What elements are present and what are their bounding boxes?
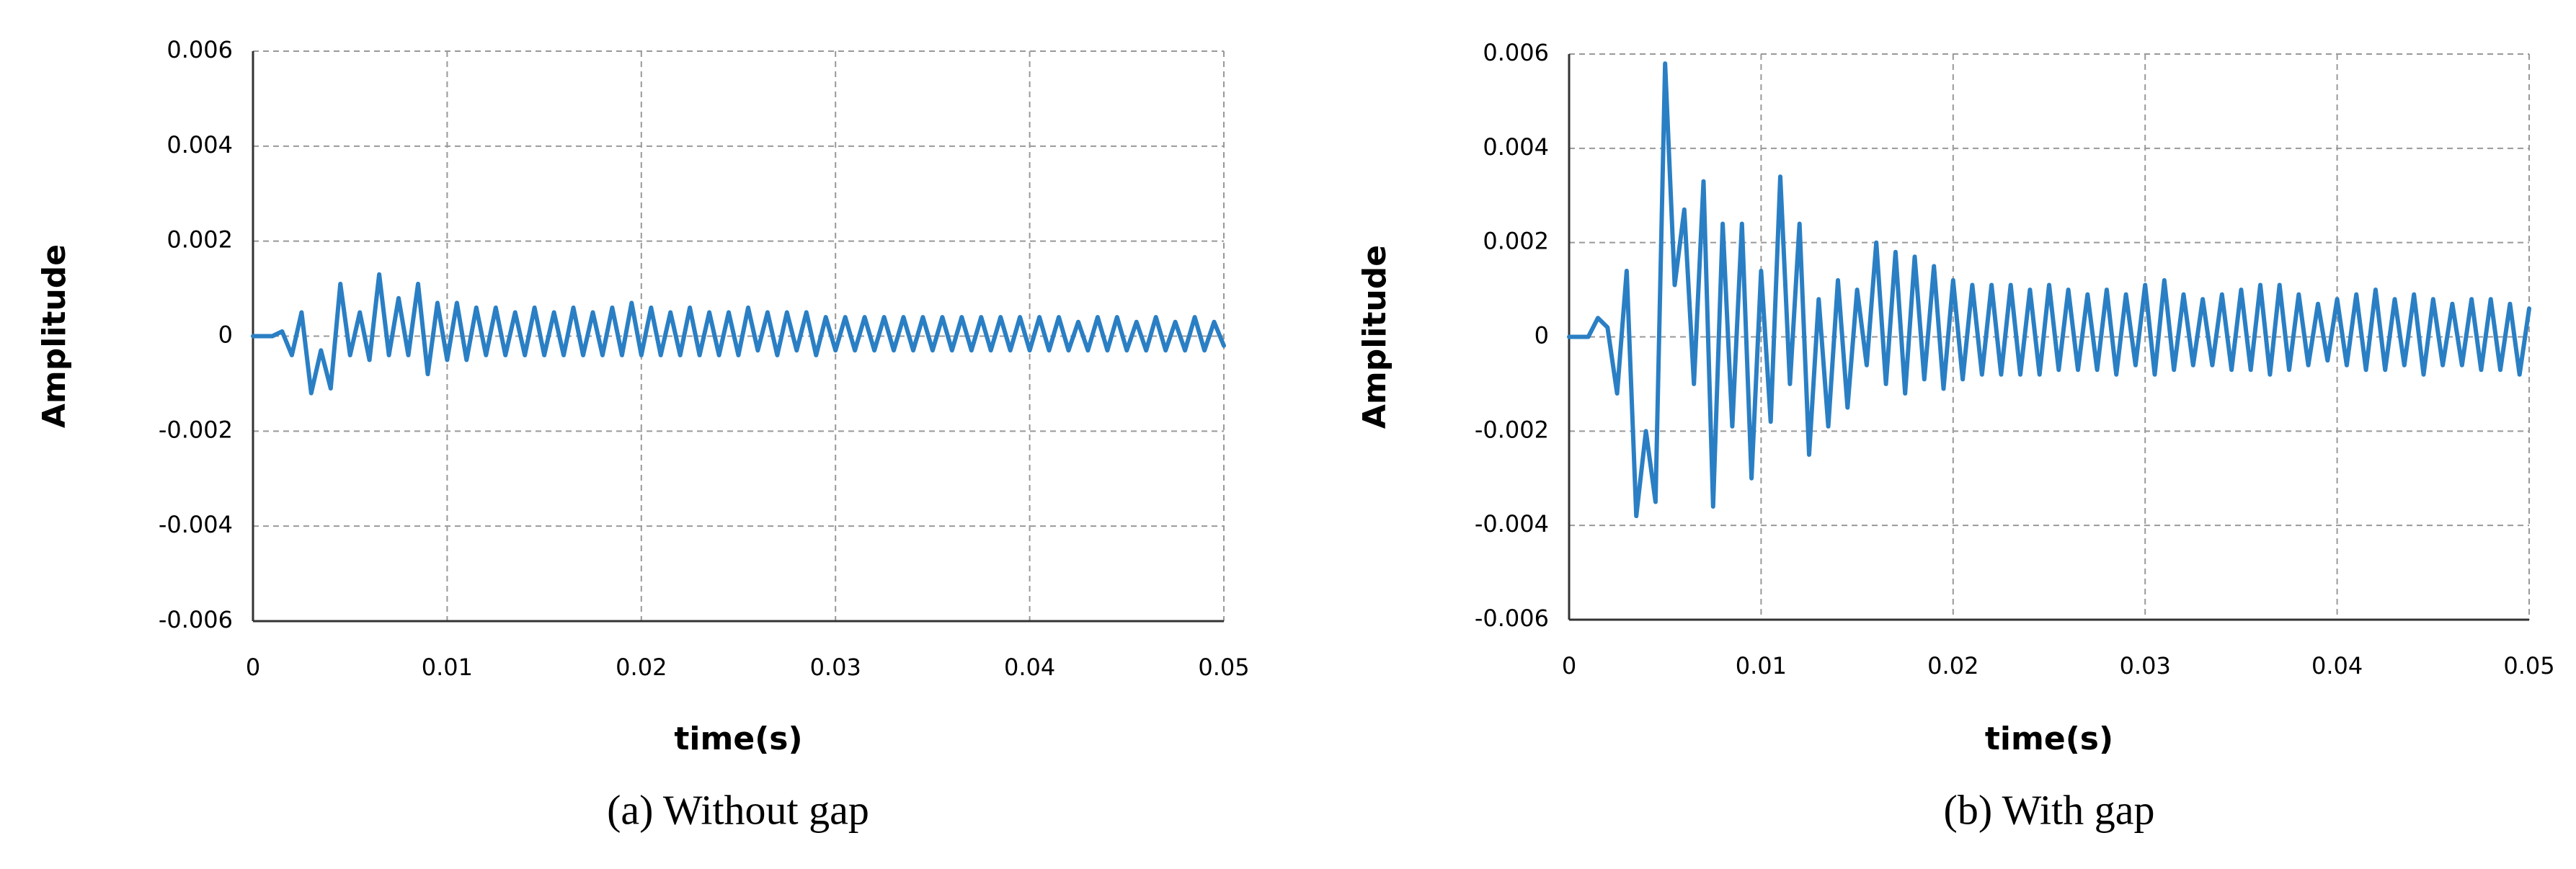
x-tick-label: 0.05 — [2503, 652, 2554, 679]
y-axis-title: Amplitude — [1356, 245, 1393, 429]
y-tick-label: 0 — [218, 321, 233, 349]
y-tick-label: -0.006 — [159, 606, 233, 633]
x-tick-label: 0.05 — [1198, 654, 1249, 681]
y-tick-label: 0.002 — [166, 226, 233, 254]
x-tick-label: 0.04 — [1004, 654, 1055, 681]
signal-line — [1567, 61, 2531, 519]
y-tick-label: -0.004 — [159, 511, 233, 538]
x-tick-label: 0.01 — [422, 654, 473, 681]
x-axis-title: time(s) — [674, 721, 802, 757]
x-tick-label: 0.03 — [810, 654, 861, 681]
x-tick-label: 0 — [246, 654, 260, 681]
y-tick-label: 0.004 — [166, 131, 233, 159]
x-tick-label: 0.02 — [616, 654, 667, 681]
y-tick-label: 0.002 — [1483, 228, 1549, 255]
x-tick-label: 0.04 — [2311, 652, 2363, 679]
y-tick-label: 0 — [1535, 322, 1549, 349]
y-tick-label: -0.006 — [1475, 605, 1549, 632]
y-tick-label: -0.004 — [1475, 510, 1549, 538]
y-tick-label: 0.006 — [1483, 39, 1549, 66]
x-tick-label: 0.03 — [2120, 652, 2171, 679]
caption: (b) With gap — [1944, 786, 2155, 833]
x-tick-label: 0.02 — [1927, 652, 1978, 679]
signal-line — [251, 272, 1226, 396]
y-tick-label: 0.006 — [166, 36, 233, 63]
y-tick-label: 0.004 — [1483, 133, 1549, 161]
y-tick-label: -0.002 — [1475, 416, 1549, 443]
caption: (a) Without gap — [607, 786, 869, 833]
x-axis-title: time(s) — [1985, 721, 2113, 757]
y-tick-label: -0.002 — [159, 416, 233, 443]
y-axis-title: Amplitude — [36, 244, 73, 428]
x-tick-label: 0.01 — [1736, 652, 1787, 679]
x-tick-label: 0 — [1562, 652, 1576, 679]
